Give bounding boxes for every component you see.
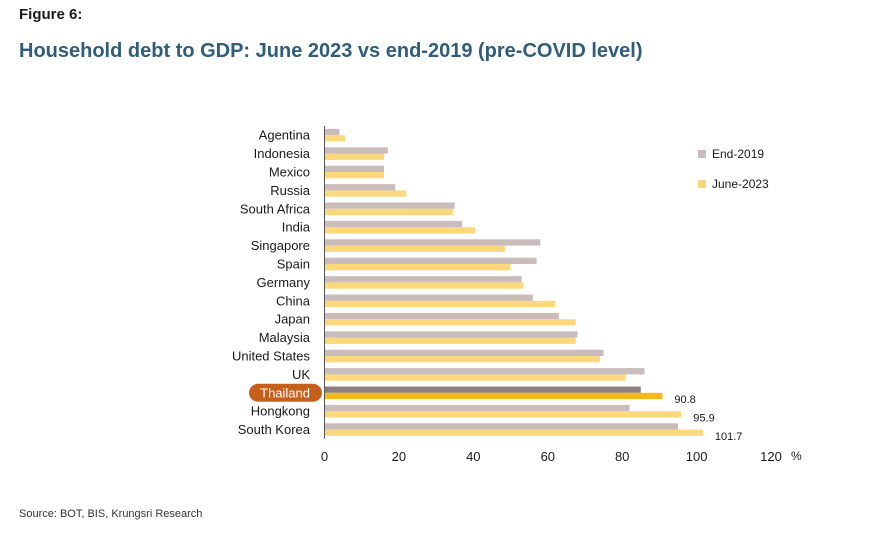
chart-title: Household debt to GDP: June 2023 vs end-… bbox=[19, 40, 643, 62]
category-label-thailand: Thailand bbox=[260, 385, 310, 400]
legend-swatch-june-2023 bbox=[698, 180, 706, 188]
data-label-hongkong: 95.9 bbox=[693, 413, 714, 425]
category-label-china: China bbox=[276, 293, 311, 308]
data-label-south-korea: 101.7 bbox=[715, 431, 743, 443]
bar-june-2023-china bbox=[324, 300, 556, 308]
legend-swatch-end-2019 bbox=[698, 150, 706, 158]
bar-end-2019-germany bbox=[324, 276, 522, 283]
bar-june-2023-hongkong bbox=[324, 411, 682, 418]
bar-end-2019-uk bbox=[324, 368, 645, 375]
bar-end-2019-united-states bbox=[324, 349, 604, 356]
bar-end-2019-japan bbox=[324, 312, 559, 320]
bar-june-2023-spain bbox=[324, 264, 511, 271]
bar-end-2019-spain bbox=[324, 257, 537, 264]
bar-end-2019-mexico bbox=[324, 165, 384, 172]
bar-june-2023-russia bbox=[324, 190, 407, 197]
bar-june-2023-south-korea bbox=[324, 429, 703, 436]
category-label-russia: Russia bbox=[270, 183, 311, 198]
legend: End-2019 June-2023 bbox=[698, 147, 769, 191]
category-label-south-africa: South Africa bbox=[240, 201, 311, 216]
bar-june-2023-uk bbox=[324, 374, 626, 381]
figure-label: Figure 6: bbox=[19, 6, 83, 23]
category-label-germany: Germany bbox=[257, 275, 311, 290]
x-tick-label: 100 bbox=[686, 449, 708, 464]
bar-june-2023-singapore bbox=[324, 245, 505, 252]
bar-june-2023-thailand bbox=[324, 392, 663, 400]
x-tick-label: 60 bbox=[541, 449, 555, 464]
bar-june-2023-mexico bbox=[324, 172, 384, 179]
bar-end-2019-malaysia bbox=[324, 331, 578, 338]
category-label-mexico: Mexico bbox=[269, 165, 310, 180]
bar-june-2023-agentina bbox=[324, 135, 345, 142]
bar-end-2019-south-korea bbox=[324, 423, 678, 430]
unit-label: % bbox=[791, 449, 802, 463]
x-tick-label: 40 bbox=[466, 449, 480, 464]
category-label-south-korea: South Korea bbox=[238, 422, 311, 437]
category-labels: Agentina Indonesia Mexico Russia South Afric… bbox=[232, 128, 322, 437]
bar-end-2019-thailand bbox=[324, 386, 641, 393]
source-note: Source: BOT, BIS, Krungsri Research bbox=[19, 508, 203, 520]
x-tick-label: 0 bbox=[321, 449, 328, 464]
bars-group bbox=[324, 128, 703, 436]
bar-june-2023-malaysia bbox=[324, 337, 576, 344]
category-label-malaysia: Malaysia bbox=[259, 330, 311, 345]
data-label-thailand: 90.8 bbox=[674, 394, 695, 406]
bar-end-2019-singapore bbox=[324, 239, 541, 246]
category-label-hongkong: Hongkong bbox=[251, 404, 310, 419]
bar-june-2023-japan bbox=[324, 319, 576, 326]
bar-june-2023-india bbox=[324, 227, 476, 234]
category-label-singapore: Singapore bbox=[251, 238, 310, 253]
bar-end-2019-south-africa bbox=[324, 202, 455, 209]
legend-label-june-2023: June-2023 bbox=[712, 177, 769, 191]
bar-june-2023-united-states bbox=[324, 356, 600, 363]
category-label-indonesia: Indonesia bbox=[254, 146, 311, 161]
category-label-india: India bbox=[282, 220, 311, 235]
x-tick-label: 120 bbox=[760, 449, 782, 464]
bar-end-2019-india bbox=[324, 220, 463, 228]
bar-june-2023-south-africa bbox=[324, 208, 453, 216]
bar-end-2019-china bbox=[324, 294, 533, 301]
bar-june-2023-germany bbox=[324, 282, 524, 289]
bar-end-2019-russia bbox=[324, 184, 396, 191]
category-label-japan: Japan bbox=[275, 312, 310, 327]
bar-end-2019-agentina bbox=[324, 128, 340, 136]
legend-label-end-2019: End-2019 bbox=[712, 147, 764, 161]
bar-june-2023-indonesia bbox=[324, 153, 384, 160]
bar-end-2019-hongkong bbox=[324, 404, 630, 412]
x-axis-ticks: 0 20 40 60 80 100 120 bbox=[321, 449, 782, 464]
bar-end-2019-indonesia bbox=[324, 147, 388, 154]
x-tick-label: 80 bbox=[615, 449, 629, 464]
category-label-united-states: United States bbox=[232, 349, 311, 364]
highlight-pill bbox=[249, 383, 322, 402]
category-label-agentina: Agentina bbox=[259, 128, 311, 143]
category-label-uk: UK bbox=[292, 367, 310, 382]
x-tick-label: 20 bbox=[392, 449, 406, 464]
category-label-spain: Spain bbox=[277, 257, 310, 272]
